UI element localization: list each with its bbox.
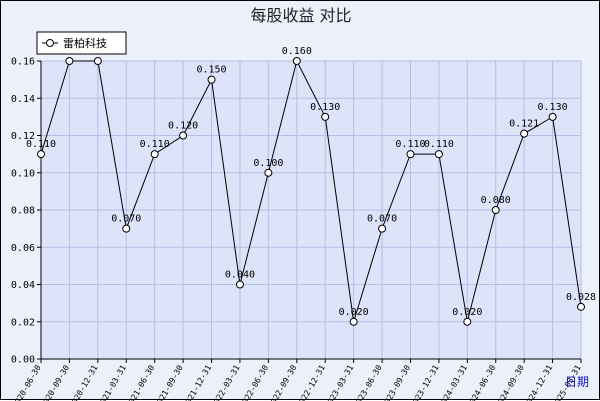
x-tick-label: 2023-03-31 — [323, 363, 355, 401]
chart-title: 每股收益 对比 — [250, 6, 351, 25]
data-label: 0.120 — [168, 121, 198, 132]
data-point — [349, 317, 358, 326]
y-axis-ticks: 0.00 0.02 0.04 0.06 0.08 0.10 0.12 0.14 0.16 — [11, 57, 41, 366]
data-label: 0.080 — [481, 195, 511, 206]
data-point — [434, 150, 443, 159]
data-label: 0.121 — [509, 119, 539, 130]
y-tick-label: 0.06 — [11, 243, 35, 254]
y-tick-label: 0.14 — [11, 94, 35, 105]
data-label: 0.100 — [253, 158, 283, 169]
data-point — [150, 150, 159, 159]
data-point — [37, 150, 45, 159]
y-tick-label: 0.02 — [11, 317, 35, 328]
data-point — [93, 57, 102, 65]
data-label: 0.020 — [339, 307, 369, 318]
x-tick-label: 2021-12-31 — [181, 363, 213, 401]
x-tick-label: 2021-09-30 — [153, 363, 185, 401]
data-label: 0.028 — [566, 292, 596, 303]
data-point — [122, 224, 131, 233]
x-tick-label: 2021-06-30 — [125, 363, 157, 401]
y-tick-label: 0.04 — [11, 280, 35, 291]
legend-box — [36, 31, 127, 55]
data-point — [577, 302, 585, 311]
data-point — [65, 57, 74, 65]
x-tick-label: 2021-03-31 — [96, 363, 128, 401]
x-tick-label: 2023-12-31 — [409, 363, 441, 401]
data-label: 0.130 — [538, 102, 568, 113]
data-label: 0.110 — [140, 139, 170, 150]
y-tick-label: 0.16 — [11, 57, 35, 68]
data-point — [406, 150, 415, 159]
x-tick-label: 2024-03-31 — [437, 363, 469, 401]
x-tick-label: 2024-09-30 — [494, 363, 526, 401]
data-point — [292, 57, 301, 65]
data-label: 0.110 — [395, 139, 425, 150]
x-tick-label: 2023-06-30 — [352, 363, 384, 401]
data-point — [491, 206, 500, 214]
data-point — [378, 224, 387, 233]
data-label: 0.150 — [196, 65, 226, 76]
data-point — [520, 129, 529, 138]
data-point — [207, 75, 216, 84]
data-label: 0.110 — [424, 139, 454, 150]
data-label: 0.040 — [225, 270, 255, 281]
x-axis-label: 日期 — [565, 375, 589, 389]
x-tick-label: 2022-12-31 — [295, 363, 327, 401]
legend-entry: 雷柏科技 — [63, 36, 107, 50]
data-point — [321, 112, 330, 121]
y-tick-label: 0.10 — [11, 168, 35, 179]
x-axis-ticks: 2020-06-302020-09-302020-12-312021-03-31… — [11, 359, 583, 401]
y-tick-label: 0.00 — [11, 355, 35, 366]
data-label: 0.020 — [452, 307, 482, 318]
data-label: 0.130 — [310, 102, 340, 113]
x-tick-label: 2020-12-31 — [68, 363, 100, 401]
x-tick-label: 2024-12-31 — [522, 363, 554, 401]
data-point — [235, 280, 244, 289]
data-point — [264, 168, 273, 177]
x-tick-label: 2022-09-30 — [267, 363, 299, 401]
x-tick-label: 2022-03-31 — [210, 363, 242, 401]
series-line — [40, 59, 582, 322]
data-label: 0.070 — [111, 214, 141, 225]
data-point — [179, 131, 188, 140]
data-label: 0.070 — [367, 214, 397, 225]
x-tick-label: 2020-06-30 — [11, 363, 43, 401]
x-tick-label: 2020-09-30 — [39, 363, 71, 401]
data-label: 0.160 — [282, 46, 312, 57]
y-tick-label: 0.08 — [11, 206, 35, 217]
x-tick-label: 2022-06-30 — [238, 363, 270, 401]
legend: 雷柏科技 — [36, 31, 127, 55]
y-tick-label: 0.12 — [11, 131, 35, 142]
data-label: 0.110 — [26, 139, 56, 150]
x-tick-label: 2024-06-30 — [466, 363, 498, 401]
series-layer — [37, 57, 585, 326]
data-point — [548, 112, 557, 121]
x-tick-label: 2023-09-30 — [380, 363, 412, 401]
data-point — [463, 317, 472, 326]
data-labels: 0.110 0.070 0.110 0.120 0.150 0.040 0.100 0.160… — [26, 46, 596, 318]
legend-marker-icon — [46, 39, 54, 47]
